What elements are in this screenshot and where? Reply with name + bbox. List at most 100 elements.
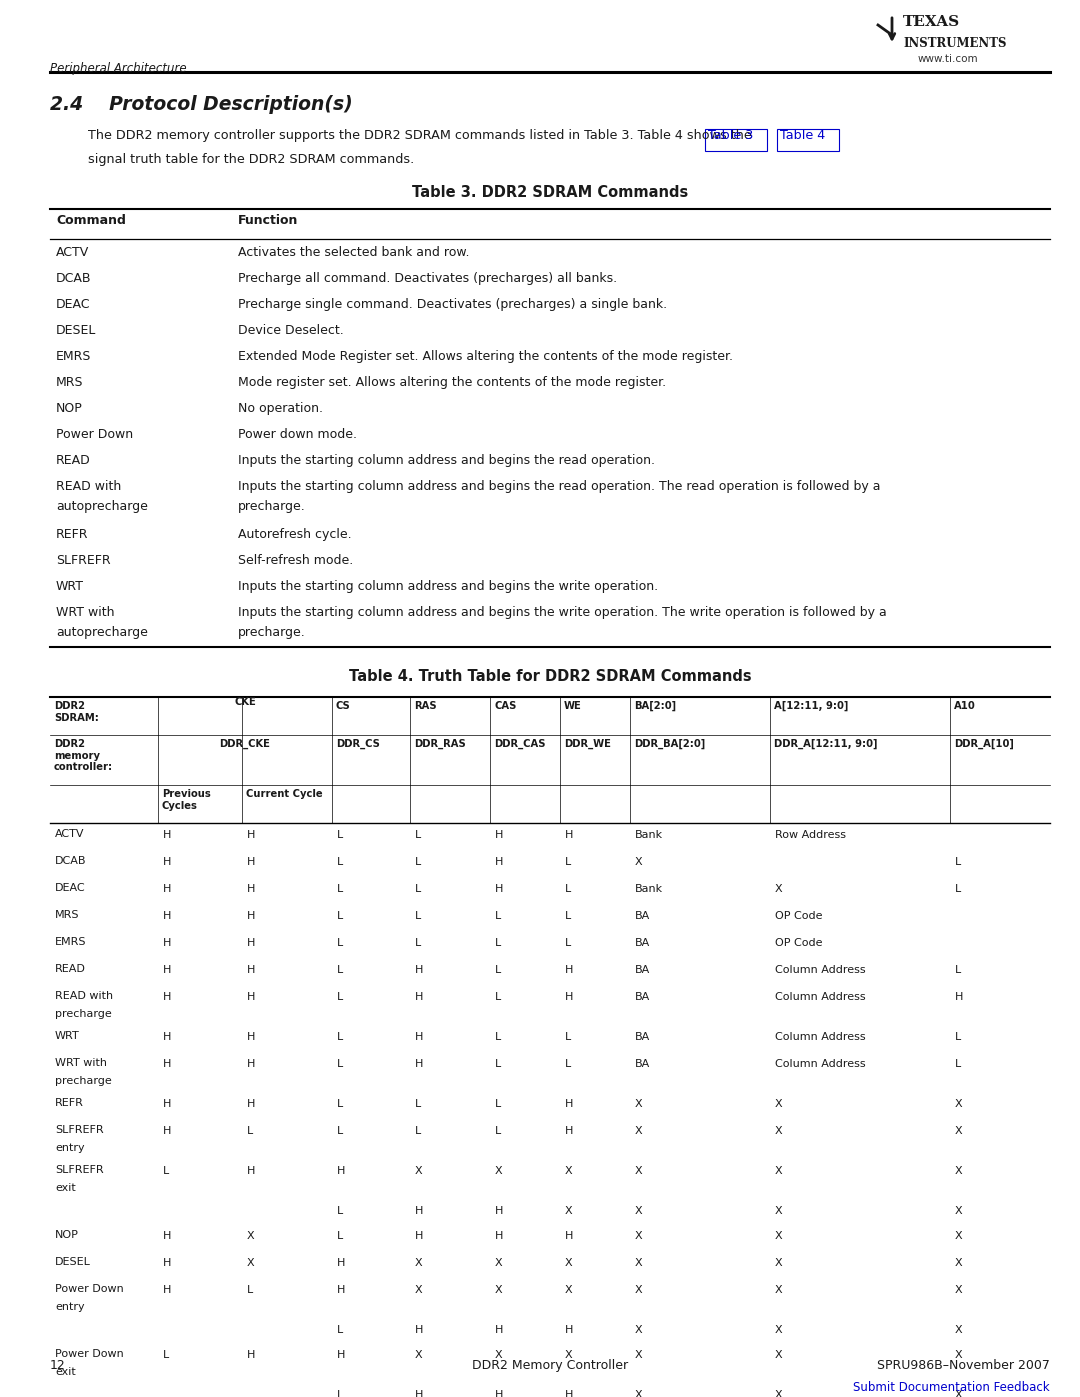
Text: L: L — [415, 1126, 421, 1136]
Text: Activates the selected bank and row.: Activates the selected bank and row. — [238, 246, 470, 258]
Text: X: X — [635, 1259, 643, 1268]
Text: EMRS: EMRS — [55, 937, 86, 947]
Text: precharge: precharge — [55, 1009, 111, 1018]
Text: DDR_RAS: DDR_RAS — [414, 739, 465, 749]
Text: Function: Function — [238, 214, 298, 226]
Text: X: X — [775, 1259, 783, 1268]
Text: H: H — [163, 1032, 172, 1042]
Text: precharge: precharge — [55, 1076, 111, 1085]
Text: H: H — [495, 884, 503, 894]
Text: L: L — [337, 1032, 343, 1042]
Text: Precharge all command. Deactivates (precharges) all banks.: Precharge all command. Deactivates (prec… — [238, 272, 617, 285]
Text: exit: exit — [55, 1368, 76, 1377]
Text: L: L — [247, 1285, 253, 1295]
Text: X: X — [415, 1285, 422, 1295]
Text: MRS: MRS — [55, 909, 80, 921]
Text: SLFREFR: SLFREFR — [55, 1125, 104, 1134]
Text: L: L — [337, 1390, 343, 1397]
Text: Column Address: Column Address — [775, 965, 866, 975]
Text: DDR2
SDRAM:: DDR2 SDRAM: — [54, 701, 99, 722]
Text: DCAB: DCAB — [55, 856, 86, 866]
Text: H: H — [565, 830, 573, 840]
Text: L: L — [247, 1126, 253, 1136]
Text: READ: READ — [56, 454, 91, 467]
Text: H: H — [565, 965, 573, 975]
Text: A[12:11, 9:0]: A[12:11, 9:0] — [774, 701, 849, 711]
Text: X: X — [635, 1206, 643, 1215]
Text: DDR_A[12:11, 9:0]: DDR_A[12:11, 9:0] — [774, 739, 877, 749]
Text: X: X — [635, 1324, 643, 1336]
Text: X: X — [495, 1285, 502, 1295]
Text: Table 3. DDR2 SDRAM Commands: Table 3. DDR2 SDRAM Commands — [411, 184, 688, 200]
Text: X: X — [495, 1166, 502, 1176]
Bar — [777, 129, 839, 151]
Text: L: L — [337, 1126, 343, 1136]
Text: MRS: MRS — [56, 376, 83, 388]
Text: NOP: NOP — [55, 1229, 79, 1241]
Text: H: H — [415, 1324, 423, 1336]
Text: Column Address: Column Address — [775, 1032, 866, 1042]
Text: L: L — [337, 830, 343, 840]
Text: WRT with: WRT with — [56, 606, 114, 619]
Text: H: H — [163, 965, 172, 975]
Text: H: H — [337, 1285, 346, 1295]
Text: READ with: READ with — [56, 481, 121, 493]
Text: H: H — [247, 1059, 255, 1069]
Text: READ with: READ with — [55, 990, 113, 1002]
Text: 12: 12 — [50, 1359, 66, 1372]
Text: INSTRUMENTS: INSTRUMENTS — [903, 36, 1007, 50]
Text: X: X — [565, 1350, 572, 1361]
Text: DEAC: DEAC — [55, 883, 85, 893]
Text: SLFREFR: SLFREFR — [55, 1165, 104, 1175]
Text: L: L — [337, 1324, 343, 1336]
Text: X: X — [415, 1350, 422, 1361]
Text: DDR_CS: DDR_CS — [336, 739, 380, 749]
Text: DDR_CKE: DDR_CKE — [219, 739, 270, 749]
Text: OP Code: OP Code — [775, 911, 823, 921]
Text: H: H — [415, 965, 423, 975]
Text: X: X — [955, 1126, 962, 1136]
Text: L: L — [337, 1099, 343, 1109]
Text: Power Down: Power Down — [56, 427, 133, 441]
Text: H: H — [247, 1350, 255, 1361]
Text: X: X — [635, 856, 643, 868]
Text: Peripheral Architecture: Peripheral Architecture — [50, 61, 187, 75]
Text: REFR: REFR — [56, 528, 89, 541]
Text: X: X — [775, 1206, 783, 1215]
Text: DCAB: DCAB — [56, 272, 92, 285]
Text: Column Address: Column Address — [775, 1059, 866, 1069]
Text: L: L — [565, 856, 571, 868]
Text: X: X — [955, 1231, 962, 1241]
Text: The DDR2 memory controller supports the DDR2 SDRAM commands listed in Table 3. T: The DDR2 memory controller supports the … — [87, 129, 752, 142]
Text: H: H — [415, 1231, 423, 1241]
Text: H: H — [565, 1324, 573, 1336]
Text: H: H — [247, 1032, 255, 1042]
Text: Current Cycle: Current Cycle — [246, 789, 323, 799]
Text: H: H — [163, 830, 172, 840]
Text: H: H — [415, 1206, 423, 1215]
Text: Power Down: Power Down — [55, 1284, 124, 1294]
Text: H: H — [247, 1099, 255, 1109]
Text: H: H — [337, 1350, 346, 1361]
Text: X: X — [775, 884, 783, 894]
Text: Mode register set. Allows altering the contents of the mode register.: Mode register set. Allows altering the c… — [238, 376, 666, 388]
Text: H: H — [247, 856, 255, 868]
Text: Table 4. Truth Table for DDR2 SDRAM Commands: Table 4. Truth Table for DDR2 SDRAM Comm… — [349, 669, 752, 685]
Text: X: X — [775, 1126, 783, 1136]
Text: H: H — [247, 965, 255, 975]
Text: L: L — [495, 911, 501, 921]
Text: SPRU986B–November 2007: SPRU986B–November 2007 — [877, 1359, 1050, 1372]
Text: WRT: WRT — [55, 1031, 80, 1041]
Text: H: H — [163, 1259, 172, 1268]
Text: H: H — [163, 937, 172, 949]
Text: BA: BA — [635, 992, 650, 1002]
Text: Submit Documentation Feedback: Submit Documentation Feedback — [853, 1382, 1050, 1394]
Text: H: H — [565, 992, 573, 1002]
Text: DESEL: DESEL — [56, 324, 96, 337]
Text: L: L — [415, 1099, 421, 1109]
Text: X: X — [565, 1259, 572, 1268]
Text: H: H — [163, 1099, 172, 1109]
Text: H: H — [415, 992, 423, 1002]
Text: Previous
Cycles: Previous Cycles — [162, 789, 211, 810]
Text: L: L — [495, 1059, 501, 1069]
